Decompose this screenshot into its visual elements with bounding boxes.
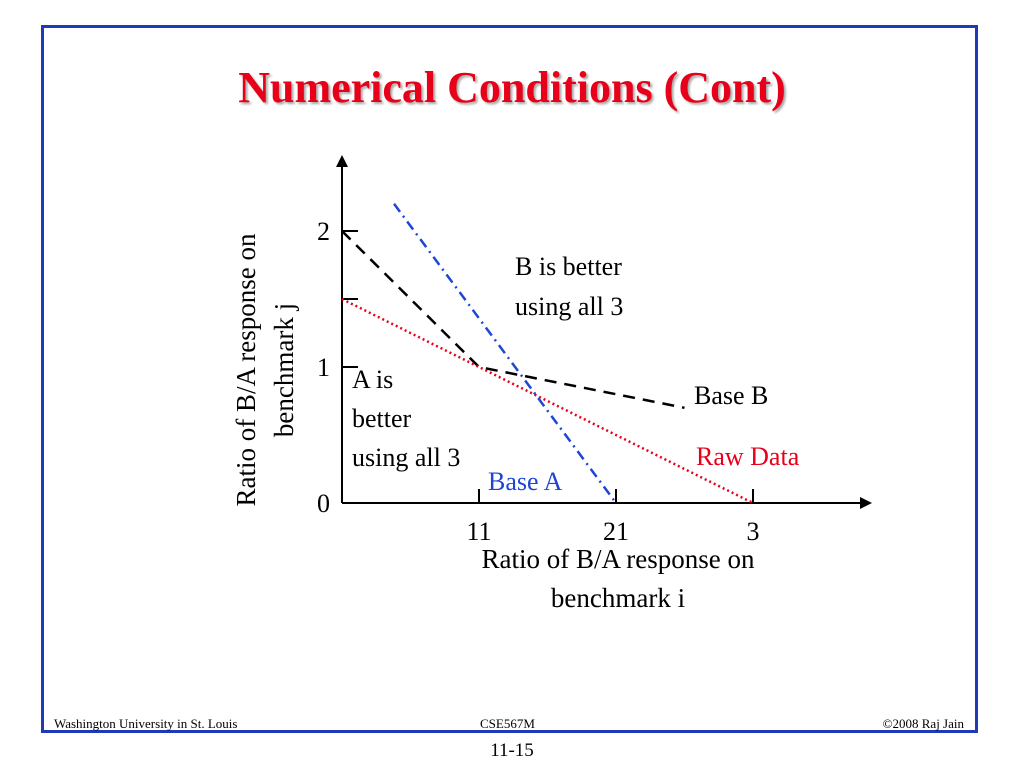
x-axis-label-line-1: Ratio of B/A response on	[482, 544, 755, 574]
annotation-a-better-line-3: using all 3	[352, 443, 460, 472]
series-label-raw-data: Raw Data	[696, 442, 800, 471]
x-axis-arrow-icon	[860, 497, 872, 509]
footer-institution: Washington University in St. Louis	[54, 716, 238, 731]
slide-title: Numerical Conditions (Cont)	[238, 63, 786, 112]
series-line-base-b	[341, 230, 685, 410]
y-tick-label-1: 1	[317, 353, 330, 382]
y-tick-label-0: 0	[317, 489, 330, 518]
page-number: 11-15	[490, 740, 534, 761]
x-axis-label-line-2: benchmark i	[551, 583, 685, 613]
y-axis-label-line-2: benchmark j	[269, 303, 299, 437]
x-tick-label-1: 11	[466, 517, 491, 546]
footer-course: CSE567M	[480, 716, 535, 731]
series-line-base-a	[393, 203, 618, 504]
y-axis-arrow-icon	[336, 155, 348, 167]
slide-frame	[41, 25, 978, 733]
y-tick-label-3: 2	[317, 217, 330, 246]
y-axis-label: Ratio of B/A response on benchmark j	[231, 233, 299, 506]
series-label-base-a: Base A	[488, 467, 563, 496]
y-axis-label-line-1: Ratio of B/A response on	[231, 233, 261, 506]
annotation-b-better-line-2: using all 3	[515, 292, 623, 321]
annotation-a-better-line-1: A is	[352, 365, 393, 394]
footer-copyright: ©2008 Raj Jain	[882, 716, 964, 731]
series-label-base-b: Base B	[694, 381, 768, 410]
annotation-a-better-line-2: better	[352, 404, 412, 433]
annotation-b-better-line-1: B is better	[515, 252, 622, 281]
x-tick-label-2: 21	[603, 517, 629, 546]
x-tick-label-3: 3	[747, 517, 760, 546]
series-line-raw-data	[341, 297, 754, 505]
